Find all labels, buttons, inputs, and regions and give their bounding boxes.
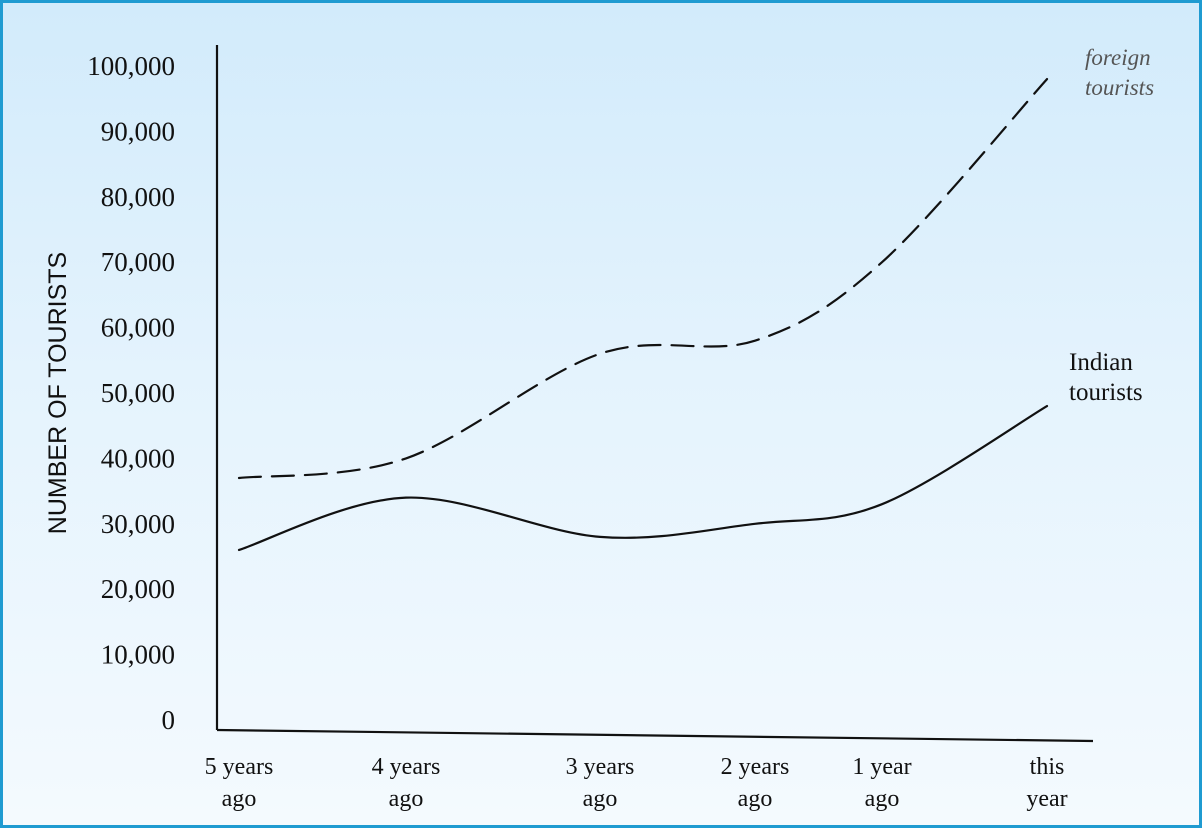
x-category-label-line: ago <box>865 786 900 812</box>
y-tick-label: 90,000 <box>101 116 175 146</box>
indian-tourists-label: Indian tourists <box>1069 349 1143 406</box>
x-category-label-line: ago <box>738 786 773 812</box>
y-tick-label: 20,000 <box>101 574 175 604</box>
series-labels: foreign tourists Indian tourists <box>1069 45 1154 406</box>
x-category-label: 1 year ago <box>852 754 911 812</box>
y-tick-label: 80,000 <box>101 182 175 212</box>
foreign-tourists-label-line: tourists <box>1085 75 1154 100</box>
x-category-label-line: 4 years <box>372 754 441 780</box>
foreign-tourists-series-line <box>237 77 1049 480</box>
x-category-label-line: year <box>1026 786 1067 812</box>
x-category-label-line: this <box>1030 754 1065 780</box>
x-category-label-line: 2 years <box>721 754 790 780</box>
y-tick-labels: 0 10,000 20,000 30,000 40,000 50,000 60,000 70,… <box>87 51 175 735</box>
x-category-label: 5 years ago <box>205 754 274 812</box>
y-axis-title: NUMBER OF TOURISTS <box>44 252 72 534</box>
y-tick-label: 40,000 <box>101 443 175 473</box>
x-category-label-line: 5 years <box>205 754 274 780</box>
x-category-label-line: 1 year <box>852 754 911 780</box>
x-category-labels: 5 years ago 4 years ago 3 years ago 2 years ago… <box>205 754 1068 812</box>
y-tick-label: 100,000 <box>87 51 175 81</box>
x-axis-line <box>216 728 1094 743</box>
y-tick-label: 10,000 <box>101 640 175 670</box>
series-lines <box>237 77 1049 552</box>
foreign-tourists-label: foreign tourists <box>1085 45 1154 100</box>
x-category-label: this year <box>1026 754 1067 812</box>
indian-tourists-series-line <box>237 404 1049 552</box>
y-tick-label: 60,000 <box>101 313 175 343</box>
x-category-label-line: 3 years <box>566 754 635 780</box>
x-category-label: 4 years ago <box>372 754 441 812</box>
axes <box>215 45 1094 743</box>
y-tick-label: 70,000 <box>101 247 175 277</box>
x-category-label: 2 years ago <box>721 754 790 812</box>
foreign-tourists-label-line: foreign <box>1085 45 1151 70</box>
y-tick-label: 30,000 <box>101 509 175 539</box>
indian-tourists-label-line: Indian <box>1069 349 1133 376</box>
x-category-label-line: ago <box>222 786 257 812</box>
x-category-label-line: ago <box>583 786 618 812</box>
line-chart: 0 10,000 20,000 30,000 40,000 50,000 60,000 70,… <box>44 45 1154 812</box>
y-tick-label: 50,000 <box>101 378 175 408</box>
x-category-label-line: ago <box>389 786 424 812</box>
indian-tourists-label-line: tourists <box>1069 379 1143 406</box>
x-category-label: 3 years ago <box>566 754 635 812</box>
y-tick-label: 0 <box>162 705 176 735</box>
